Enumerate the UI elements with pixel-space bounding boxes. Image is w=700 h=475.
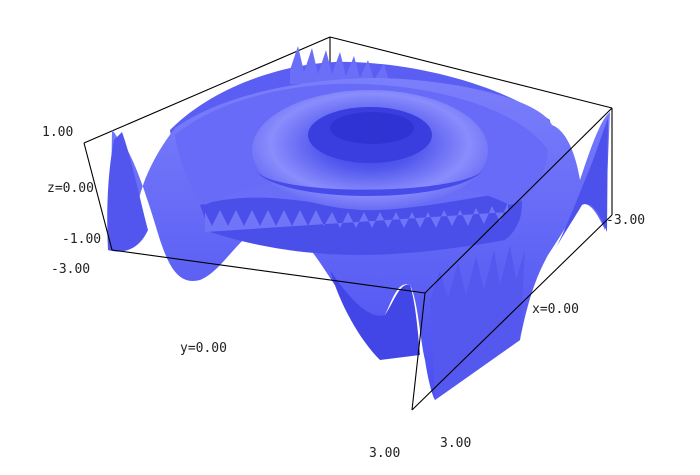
x-max-label: 3.00	[440, 436, 471, 451]
surface-back-spikes	[290, 46, 390, 84]
surface-ring-spikes	[205, 202, 508, 232]
surface-right-wall	[555, 118, 608, 250]
z-max-label: 1.00	[42, 125, 73, 140]
y-max-label: 3.00	[369, 446, 400, 461]
x-mid-label: x=0.00	[532, 302, 579, 317]
surface-front-valley	[330, 270, 420, 360]
x-min-label: -3.00	[606, 213, 645, 228]
z-min-label: -1.00	[62, 232, 101, 247]
surface-right-spikes	[430, 245, 525, 400]
surface-mesh	[107, 46, 611, 400]
surface-ring-valley	[200, 190, 522, 255]
bounding-box-front	[83, 107, 613, 411]
z-mid-label: z=0.00	[47, 181, 94, 196]
axis-labels: 1.00 z=0.00 -1.00 -3.00 y=0.00 3.00 3.00…	[42, 125, 645, 461]
y-min-label: -3.00	[51, 262, 90, 277]
surface-left-wall	[107, 132, 148, 252]
y-mid-label: y=0.00	[180, 341, 227, 356]
